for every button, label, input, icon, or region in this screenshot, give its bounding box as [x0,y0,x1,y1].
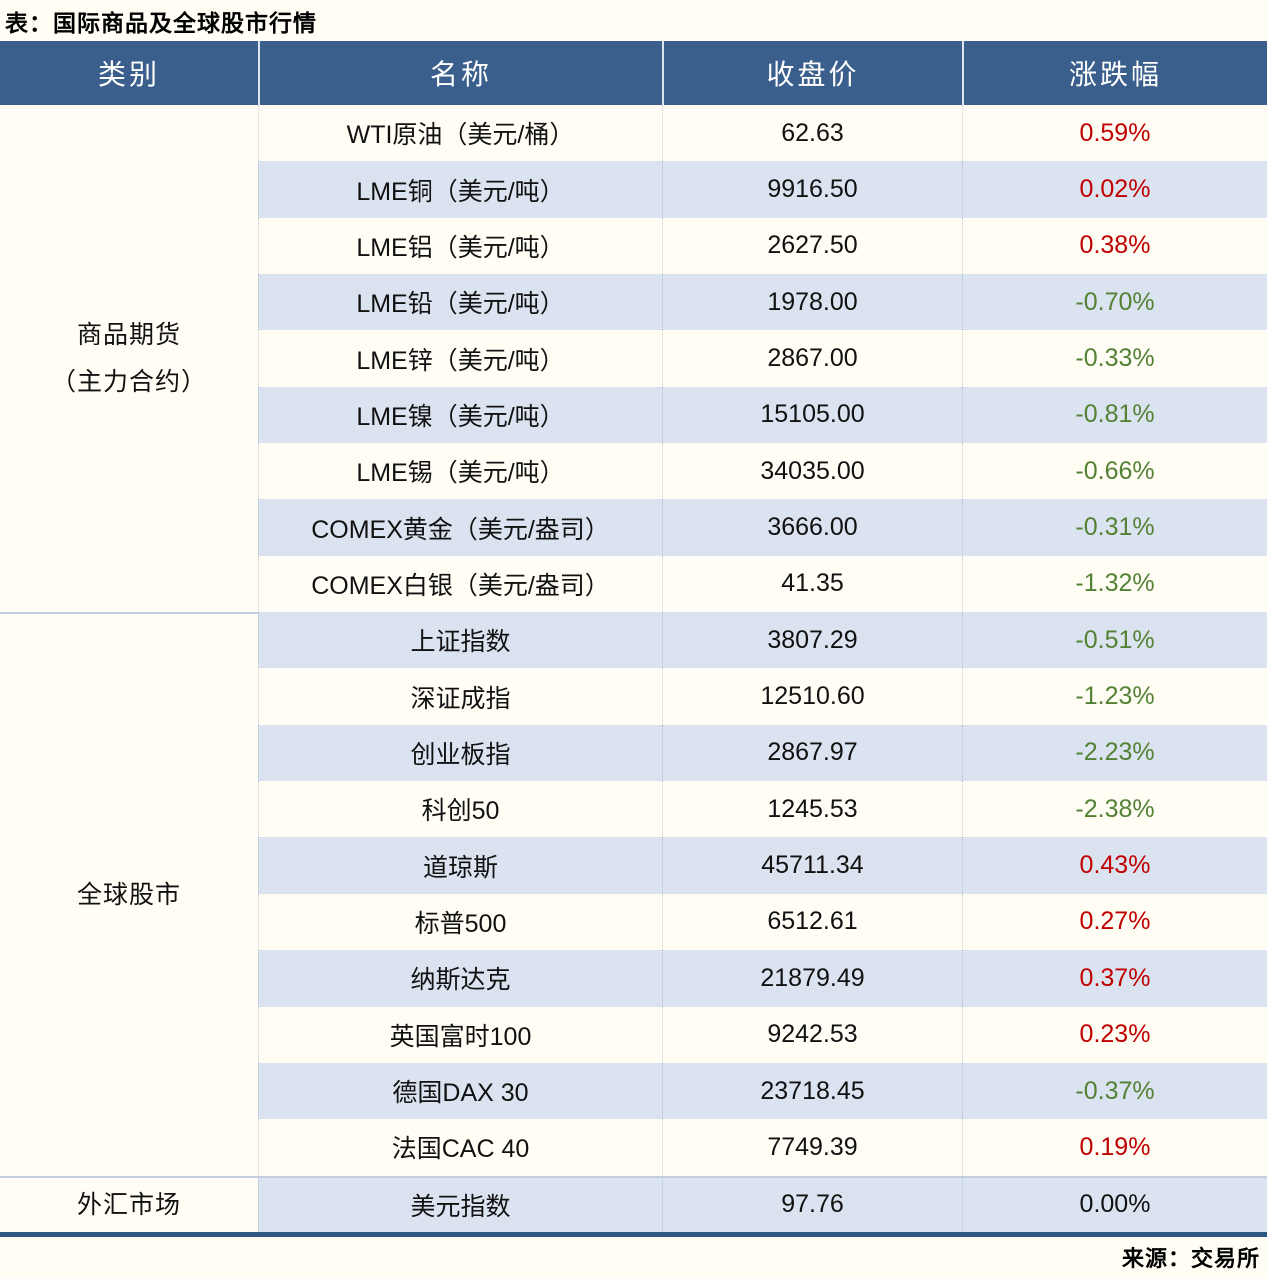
close-cell: 2627.50 [662,217,962,275]
close-cell: 1978.00 [662,274,962,331]
change-cell: -0.51% [962,612,1267,669]
name-cell: 美元指数 [258,1175,662,1232]
name-cell: 科创50 [258,781,662,838]
name-cell: WTI原油（美元/桶） [258,105,662,162]
close-cell: 3666.00 [662,499,962,556]
header-cell-change: 涨跌幅 [962,41,1267,105]
change-cell: 0.43% [962,837,1267,894]
name-cell: 英国富时100 [258,1006,662,1063]
market-table: 类别 名称 收盘价 涨跌幅商品期货 （主力合约） WTI原油（美元/桶） 62.63 0.59… [0,41,1267,1237]
change-cell: -0.81% [962,386,1267,444]
change-cell: 0.00% [962,1175,1267,1232]
close-cell: 9916.50 [662,161,962,218]
name-cell: LME锌（美元/吨） [258,330,662,387]
close-cell: 45711.34 [662,837,962,894]
name-cell: LME铜（美元/吨） [258,161,662,218]
close-cell: 1245.53 [662,781,962,838]
close-cell: 34035.00 [662,443,962,500]
name-cell: 纳斯达克 [258,950,662,1007]
category-label-line: 外汇市场 [76,1190,181,1219]
name-cell: COMEX黄金（美元/盎司） [258,499,662,556]
name-cell: LME锡（美元/吨） [258,443,662,500]
close-cell: 12510.60 [662,668,962,725]
change-cell: -1.23% [962,668,1267,725]
name-cell: 道琼斯 [258,837,662,894]
close-cell: 3807.29 [662,612,962,669]
close-cell: 97.76 [662,1175,962,1232]
name-cell: LME镍（美元/吨） [258,386,662,444]
name-cell: 法国CAC 40 [258,1119,662,1176]
close-cell: 7749.39 [662,1119,962,1176]
header-cell-name: 名称 [258,41,662,105]
category-label-line: 全球股市 [76,880,181,909]
name-cell: COMEX白银（美元/盎司） [258,555,662,613]
category-cell: 商品期货 （主力合约） [0,105,258,612]
close-cell: 6512.61 [662,893,962,951]
change-cell: -1.32% [962,555,1267,613]
change-cell: 0.02% [962,161,1267,218]
name-cell: 深证成指 [258,668,662,725]
change-cell: 0.23% [962,1006,1267,1063]
name-cell: 创业板指 [258,724,662,782]
close-cell: 62.63 [662,105,962,162]
close-cell: 41.35 [662,555,962,613]
category-cell: 外汇市场 [0,1175,258,1232]
header-cell-category: 类别 [0,41,258,105]
name-cell: 标普500 [258,893,662,951]
close-cell: 9242.53 [662,1006,962,1063]
change-cell: 0.27% [962,893,1267,951]
change-cell: -0.70% [962,274,1267,331]
name-cell: 上证指数 [258,612,662,669]
close-cell: 2867.97 [662,724,962,782]
change-cell: 0.37% [962,950,1267,1007]
change-cell: -2.23% [962,724,1267,782]
change-cell: 0.38% [962,217,1267,275]
change-cell: 0.59% [962,105,1267,162]
category-label-line: 商品期货 [76,321,181,350]
name-cell: LME铅（美元/吨） [258,274,662,331]
change-cell: -2.38% [962,781,1267,838]
name-cell: 德国DAX 30 [258,1062,662,1120]
source-note: 来源：交易所 [1121,1246,1260,1271]
header-cell-close: 收盘价 [662,41,962,105]
change-cell: -0.31% [962,499,1267,556]
category-cell: 全球股市 [0,612,258,1175]
name-cell: LME铝（美元/吨） [258,217,662,275]
change-cell: -0.33% [962,330,1267,387]
table-title: 表：国际商品及全球股市行情 [5,10,317,36]
close-cell: 15105.00 [662,386,962,444]
change-cell: 0.19% [962,1119,1267,1176]
change-cell: -0.37% [962,1062,1267,1120]
change-cell: -0.66% [962,443,1267,500]
close-cell: 23718.45 [662,1062,962,1120]
close-cell: 21879.49 [662,950,962,1007]
category-label-line: （主力合约） [50,367,207,396]
close-cell: 2867.00 [662,330,962,387]
